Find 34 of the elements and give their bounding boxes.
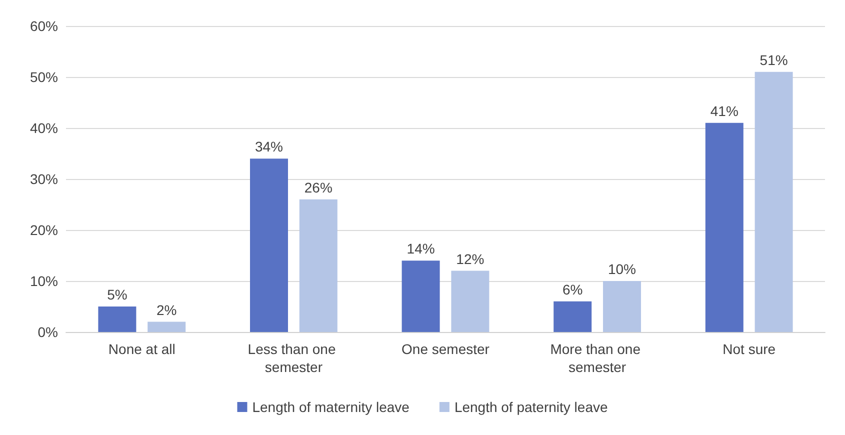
bar [98,306,136,332]
y-tick-label: 20% [30,222,58,238]
bar [451,270,490,332]
data-label: 26% [304,179,332,196]
y-tick-label: 10% [30,273,58,289]
data-label: 2% [156,302,177,318]
x-tick-label: Not sure [722,341,776,357]
legend-label: Length of paternity leave [454,399,608,415]
data-label: 51% [760,52,788,68]
data-label: 14% [406,240,435,257]
data-label: 5% [107,286,128,302]
bar [148,322,186,332]
x-tick-label: None at all [108,341,176,357]
data-label: 34% [254,138,284,155]
y-tick-label: 50% [30,69,58,85]
bar [754,72,793,332]
data-label: 12% [456,250,484,267]
bar [554,301,592,332]
y-tick-label: 0% [38,324,58,340]
bar [603,281,641,332]
bar [299,199,338,332]
data-label: 41% [710,102,738,119]
y-tick-label: 30% [30,171,58,187]
bar [705,122,744,332]
data-label: 6% [562,281,583,298]
x-tick-label: Less than one semester [248,341,340,375]
bar [402,260,440,332]
bar [250,158,288,332]
y-tick-label: 60% [30,18,58,34]
legend-label: Length of maternity leave [252,399,410,415]
x-tick-label: More than one semester [550,341,644,375]
y-tick-label: 40% [30,120,58,136]
data-label: 10% [608,261,636,277]
x-tick-label: One semester [402,341,490,357]
